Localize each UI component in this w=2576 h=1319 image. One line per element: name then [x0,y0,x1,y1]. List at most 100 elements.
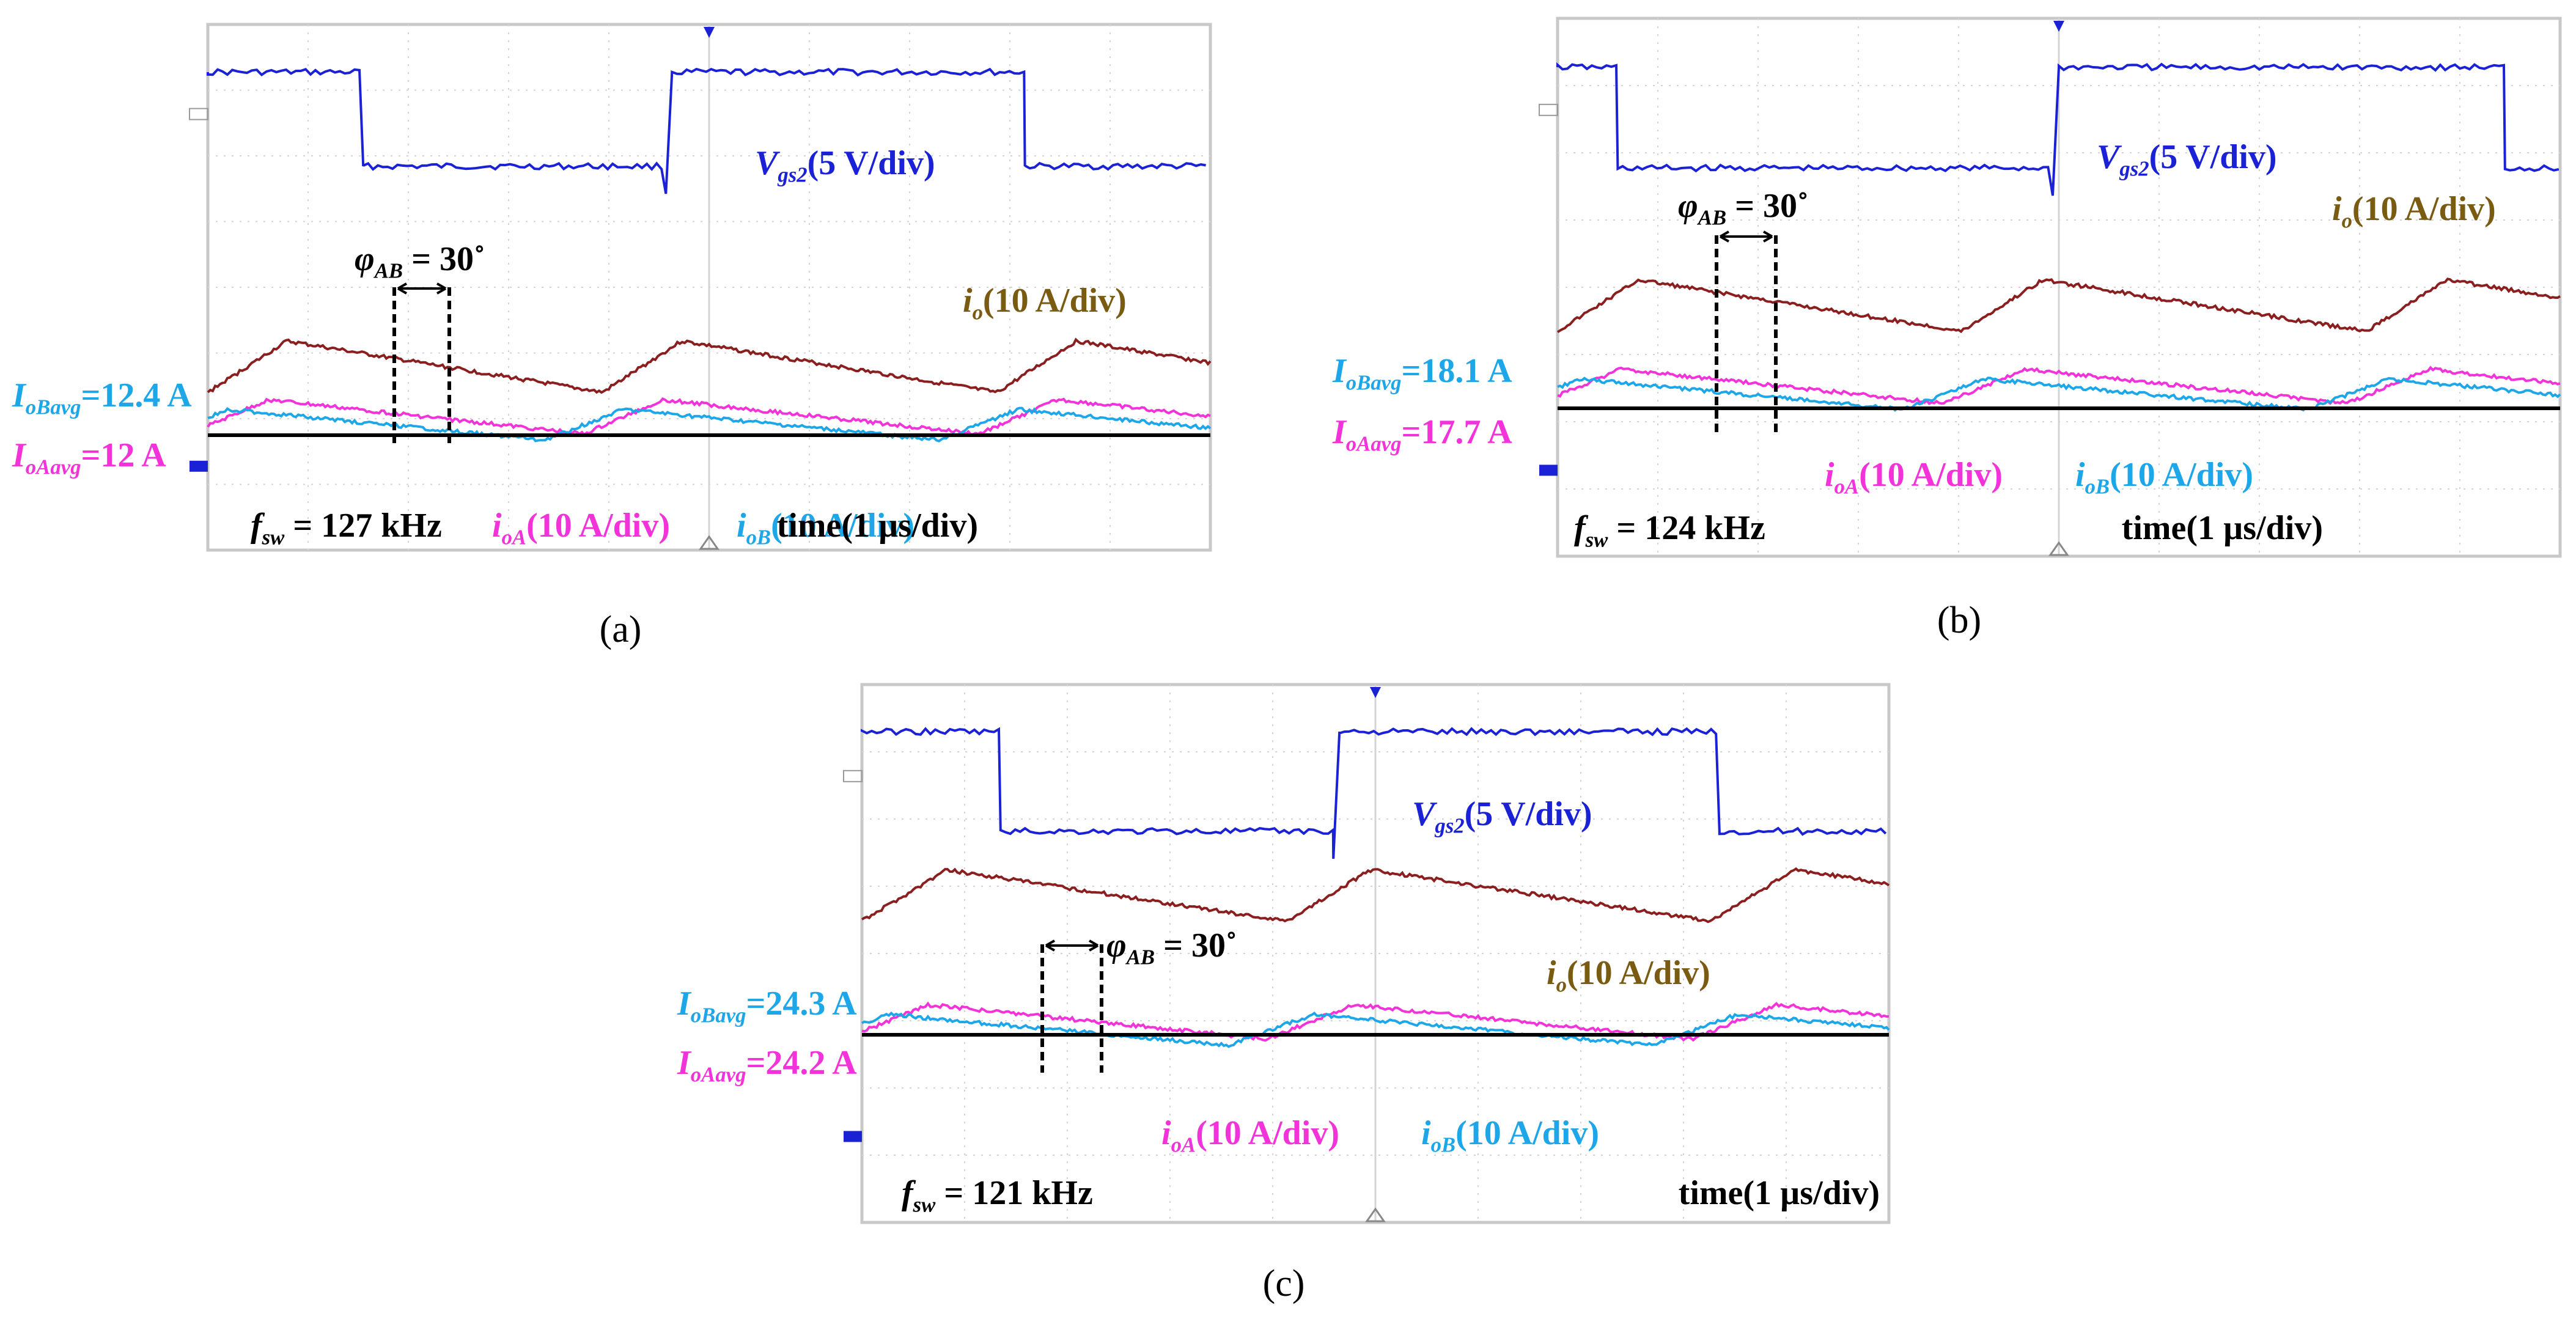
io-label-part: i [1547,954,1556,992]
io-label-part: o [973,300,983,324]
phase-label-part: AB [1125,945,1155,969]
ioA-label: ioA(10 A/div) [492,507,670,549]
ioBavg-label-part: I [1332,352,1347,390]
vgs2-trace [1556,62,2559,196]
ioBavg-label-part: oBavg [1346,370,1402,394]
vgs2-label-part: (5 V/div) [2149,138,2277,176]
phase-label-part: = 30 [1155,927,1226,964]
ioBavg-label-part: I [12,377,27,414]
ioA-label-part: i [1825,456,1834,494]
io-label: io(10 A/div) [2332,190,2496,232]
panel-caption: (c) [1263,1263,1305,1304]
scope-panel-a: Vgs2(5 V/div)io(10 A/div)ioA(10 A/div) io… [12,23,1212,552]
vgs2-label-part: gs2 [777,163,807,186]
vgs2-label-part: (5 V/div) [808,144,935,182]
scope-panel-c: Vgs2(5 V/div)io(10 A/div)ioA(10 A/div) io… [677,683,1891,1224]
math-channel-marker-icon [844,1131,862,1142]
ioAavg-label-part: =12 A [81,436,166,474]
scope-panel-b: Vgs2(5 V/div)io(10 A/div)ioA(10 A/div) io… [1332,17,2562,558]
ioB-trace [1557,377,2561,412]
phase-label-part: ˚ [1797,187,1809,225]
time-ref-marker-icon [699,535,719,550]
io-trace [861,867,1890,924]
ioA-trace [1557,366,2561,405]
ioB-trace [207,406,1212,443]
ioB-label-part: oB [1431,1133,1456,1156]
ioBavg-label: IoBavg=24.3 A [677,985,857,1027]
ioB-label: ioB(10 A/div) [2075,456,2253,498]
io-label: io(10 A/div) [1547,954,1710,996]
io-label: io(10 A/div) [963,282,1127,324]
ioA-label-part: oA [1834,474,1860,498]
phase-label-part: ˚ [474,240,485,278]
fsw-label-part: sw [262,525,285,549]
fsw-label-part: = 124 kHz [1608,509,1765,547]
ioAavg-label-part: oAavg [1346,432,1402,455]
scope-grid [862,685,1889,1222]
fsw-label-part: = 127 kHz [284,507,441,545]
ioA-label-part: oA [502,525,527,549]
ioBavg-label-part: =18.1 A [1401,352,1512,390]
vgs2-label: Vgs2(5 V/div) [1412,795,1592,837]
ioA-label-part: oA [1171,1133,1196,1156]
phase-label-part: AB [1697,205,1726,229]
scope-grid [208,24,1210,550]
vgs2-trace [861,727,1887,859]
phase-label: φAB = 30˚ [355,240,485,282]
ioB-label-part: i [737,507,746,545]
phase-label-part: = 30 [1726,187,1797,225]
ioA-label-part: i [1161,1114,1171,1152]
ioA-label-part: (10 A/div) [1196,1114,1339,1152]
io-trace [1556,277,2561,334]
ioAavg-label-part: oAavg [26,455,81,479]
ioBavg-label-part: =24.3 A [746,985,857,1023]
io-trace [207,337,1212,394]
fsw-label-part: = 121 kHz [935,1174,1092,1212]
phase-label-part: = 30 [403,240,474,278]
phase-label-part: φ [1678,187,1698,225]
ioAavg-label: IoAavg=17.7 A [1332,413,1512,455]
time-ref-marker-icon [2048,541,2069,556]
io-label-part: (10 A/div) [1567,954,1710,992]
io-label-part: o [2342,208,2352,232]
phase-label: φAB = 30˚ [1678,187,1809,229]
ioA-label-part: (10 A/div) [1859,456,2003,494]
fsw-label: fsw = 121 kHz [902,1174,1093,1216]
ioAavg-label-part: I [1332,413,1347,451]
ioB-label-part: (10 A/div) [771,507,914,545]
fsw-label: fsw = 127 kHz [251,507,442,549]
vgs2-label: Vgs2(5 V/div) [755,144,935,186]
vgs2-label-part: V [2097,138,2122,176]
ioB-label-part: (10 A/div) [2110,456,2253,494]
ioAavg-label-part: =17.7 A [1401,413,1512,451]
vgs2-label-part: gs2 [1434,814,1464,837]
vgs2-label-part: gs2 [2119,156,2149,180]
ioB-label-part: oB [746,525,771,549]
vgs2-trace [207,67,1206,194]
io-label-part: (10 A/div) [2352,190,2496,228]
phase-arrow-icon [1720,230,1773,243]
io-label-part: (10 A/div) [983,282,1127,320]
ioA-trace [207,397,1211,436]
panel-caption: (a) [600,609,642,650]
ioAavg-label-part: oAavg [691,1062,746,1086]
vgs2-label: Vgs2(5 V/div) [2097,138,2277,180]
ioBavg-label-part: oBavg [26,395,81,419]
fsw-label-part: sw [913,1192,937,1216]
time-scale-label: time(1 µs/div) [1679,1174,1880,1212]
phase-label-part: AB [374,259,403,282]
ioA-label: ioA(10 A/div) [1825,456,2003,498]
panel-caption: (b) [1937,600,1981,641]
ioAavg-label-part: I [677,1044,692,1082]
ioBavg-label-part: I [677,985,692,1023]
ioB-label-part: i [2075,456,2085,494]
channel1-marker-icon [1539,103,1558,116]
ioB-label-part: (10 A/div) [1455,1114,1599,1152]
vgs2-label-part: V [1412,795,1438,833]
time-scale-label: time(1 µs/div) [2122,509,2323,547]
fsw-label-part: sw [1585,527,1609,551]
vgs2-label-part: V [755,144,781,182]
vgs2-label-part: (5 V/div) [1465,795,1592,833]
ioA-label: ioA(10 A/div) [1161,1114,1339,1156]
